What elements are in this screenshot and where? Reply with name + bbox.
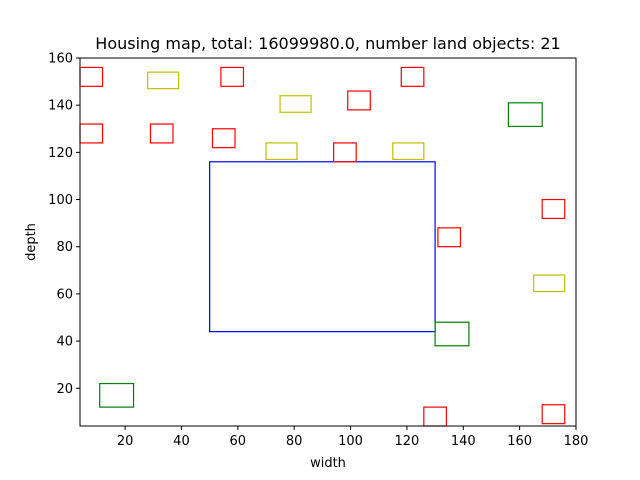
x-tick-label-180: 180 — [564, 434, 589, 449]
land-object-yellow-13 — [147, 71, 180, 90]
x-axis-label: width — [310, 456, 346, 471]
y-tick-label-140: 140 — [48, 99, 73, 114]
land-object-red-9 — [437, 227, 462, 248]
land-object-red-12 — [541, 404, 566, 425]
x-tick-label-60: 60 — [230, 434, 247, 449]
x-tick-label-160: 160 — [507, 434, 532, 449]
y-axis-label: depth — [24, 223, 39, 261]
chart-title: Housing map, total: 16099980.0, number l… — [95, 34, 560, 53]
land-object-red-4 — [220, 66, 245, 87]
y-tick-label-160: 160 — [48, 52, 73, 67]
land-object-red-2 — [79, 123, 104, 144]
y-tick-label-100: 100 — [48, 193, 73, 208]
x-tick-label-100: 100 — [338, 434, 363, 449]
land-object-green-20 — [99, 382, 135, 408]
land-object-yellow-15 — [265, 142, 298, 161]
y-tick-label-60: 60 — [56, 287, 73, 302]
y-tick-label-40: 40 — [56, 335, 73, 350]
land-object-green-18 — [507, 102, 543, 128]
y-tick-label-120: 120 — [48, 146, 73, 161]
x-tick-label-120: 120 — [394, 434, 419, 449]
land-object-yellow-16 — [392, 142, 425, 161]
land-object-blue-0 — [209, 161, 436, 333]
land-object-red-6 — [347, 90, 371, 111]
x-tick-label-40: 40 — [173, 434, 190, 449]
land-object-red-7 — [333, 142, 357, 163]
land-object-red-10 — [541, 198, 566, 220]
land-object-yellow-17 — [533, 274, 566, 293]
land-object-red-1 — [79, 66, 104, 87]
land-object-red-11 — [423, 406, 447, 427]
y-tick-label-80: 80 — [56, 240, 73, 255]
land-object-red-3 — [149, 123, 174, 144]
plot-frame — [79, 57, 577, 427]
y-tick-label-20: 20 — [56, 382, 73, 397]
y-axis: 20 40 60 80 100 120 140 160 — [48, 52, 80, 397]
rects-layer — [79, 66, 566, 427]
land-object-red-8 — [400, 66, 425, 87]
land-object-yellow-14 — [279, 95, 312, 113]
land-object-green-19 — [434, 321, 470, 347]
x-axis: 20 40 60 80 100 120 140 160 180 — [117, 426, 589, 449]
x-tick-label-80: 80 — [286, 434, 303, 449]
x-tick-label-20: 20 — [117, 434, 134, 449]
x-tick-label-140: 140 — [451, 434, 476, 449]
land-object-red-5 — [211, 128, 236, 149]
